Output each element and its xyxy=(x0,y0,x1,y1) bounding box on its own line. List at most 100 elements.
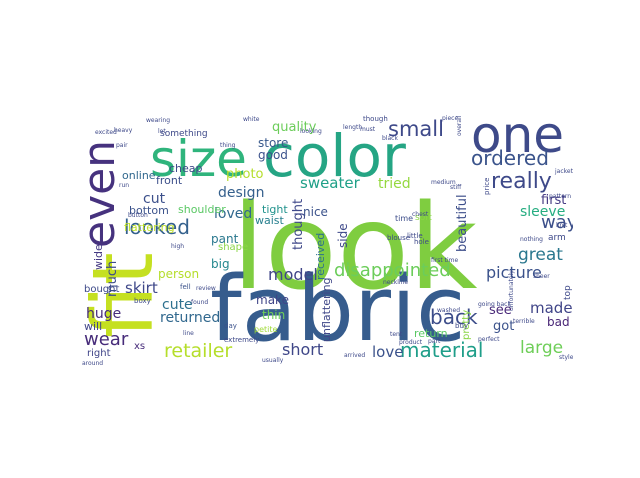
word-even: even xyxy=(74,140,125,248)
word-heavy: heavy xyxy=(114,127,133,134)
word-tent: tent xyxy=(390,331,403,338)
word-picture: picture xyxy=(486,263,542,282)
word-large: large xyxy=(520,338,563,358)
word-unflattering: unflattering xyxy=(320,277,333,342)
word-beautiful: beautiful xyxy=(455,194,470,252)
word-piece: piece xyxy=(442,115,458,122)
word-see: see xyxy=(489,303,512,318)
word-unfortunately: unfortunately xyxy=(508,270,515,311)
word-online: online xyxy=(122,169,156,182)
word-love: love xyxy=(372,343,403,361)
word-chest: chest xyxy=(412,211,429,218)
word-white: white xyxy=(243,116,260,123)
word-wear: wear xyxy=(84,329,129,350)
word-arrived: arrived xyxy=(344,352,365,359)
word-thing: thing xyxy=(220,142,236,149)
word-back: back xyxy=(430,305,478,329)
word-loved: loved xyxy=(214,206,252,222)
word-soft: soft xyxy=(415,213,432,223)
word-day: day xyxy=(224,322,237,330)
word-first: first xyxy=(541,193,566,208)
word-make: make xyxy=(256,293,289,307)
word-excited: excited xyxy=(95,129,117,136)
word-though: though xyxy=(363,115,388,123)
word-return: return xyxy=(414,327,448,340)
word-huge: huge xyxy=(86,306,121,322)
word-looked: looked xyxy=(124,215,190,239)
word-skirt: skirt xyxy=(125,279,158,297)
word-top: top xyxy=(563,285,573,300)
word-pattern: pattern xyxy=(549,193,571,200)
word-retailer: retailer xyxy=(164,340,232,362)
word-wearing: wearing xyxy=(146,117,170,124)
word-right: right xyxy=(87,348,111,359)
word-disappointed: disappointed xyxy=(334,260,451,281)
word-boxy: boxy xyxy=(134,297,151,305)
word-much: much xyxy=(105,261,120,297)
word-product: product xyxy=(399,339,423,346)
word-thin: thin xyxy=(262,308,285,322)
word-washed: washed xyxy=(437,307,460,314)
word-cheap: cheap xyxy=(169,162,203,175)
word-fabric: fabric xyxy=(210,257,465,362)
word-little: little xyxy=(407,232,423,240)
word-made: made xyxy=(530,299,573,317)
word-pant: pant xyxy=(211,232,239,246)
word-pair: pair xyxy=(116,142,128,149)
word-flattering: flattering xyxy=(124,221,175,234)
word-bottom: bottom xyxy=(129,204,169,217)
word-photo: photo xyxy=(226,167,264,182)
word-price: price xyxy=(483,178,491,195)
word-received: received xyxy=(314,233,327,280)
word-black: black xyxy=(382,135,398,142)
word-neckline: neckline xyxy=(383,279,408,286)
word-hole: hole xyxy=(414,238,429,246)
word-jacket: jacket xyxy=(554,168,574,175)
word-short: short xyxy=(282,340,323,359)
word-returned: returned xyxy=(160,310,220,326)
word-looking: looking xyxy=(300,128,322,135)
word-first-time: first time xyxy=(431,257,458,264)
word-side: side xyxy=(336,223,350,248)
word-overall: overall xyxy=(456,115,463,136)
word-model: model xyxy=(268,265,318,284)
word-small: small xyxy=(388,117,444,141)
word-one: one xyxy=(471,106,564,164)
word-knit: knit xyxy=(556,222,568,229)
word-will: will xyxy=(84,320,102,333)
word-thought: thought xyxy=(291,199,306,250)
word-review: review xyxy=(196,285,216,292)
word-material: material xyxy=(400,338,483,362)
word-button: button xyxy=(128,212,148,219)
word-fell: fell xyxy=(180,283,191,291)
word-tried: tried xyxy=(378,176,411,192)
word-line: line xyxy=(183,330,194,337)
word-look: look xyxy=(232,178,478,316)
word-extremely: extremely xyxy=(224,336,259,344)
word-pretty: pretty xyxy=(461,310,472,340)
word-bad: bad xyxy=(547,315,570,329)
word-way: way xyxy=(541,212,578,233)
word-cut: cut xyxy=(143,191,166,207)
word-lot: lot xyxy=(158,128,166,135)
word-waist: waist xyxy=(255,214,285,227)
word-front: front xyxy=(156,174,183,187)
word-person: person xyxy=(158,267,199,281)
word-cloud-background xyxy=(122,119,573,361)
word-tight: tight xyxy=(262,203,288,216)
word-xs: xs xyxy=(134,341,145,352)
word-sheer: sheer xyxy=(533,273,550,280)
word-shape: shape xyxy=(218,242,248,253)
word-fit: fit xyxy=(74,252,172,338)
word-going-back: going back xyxy=(478,301,511,308)
word-usually: usually xyxy=(262,357,284,364)
word-wide: wide xyxy=(92,244,105,270)
word-design: design xyxy=(218,185,264,201)
word-length: length xyxy=(343,124,362,131)
word-high: high xyxy=(171,243,184,250)
word-something: something xyxy=(160,129,208,139)
word-got: got xyxy=(493,319,514,334)
word-big: big xyxy=(211,257,230,271)
word-quality: quality xyxy=(272,120,317,135)
